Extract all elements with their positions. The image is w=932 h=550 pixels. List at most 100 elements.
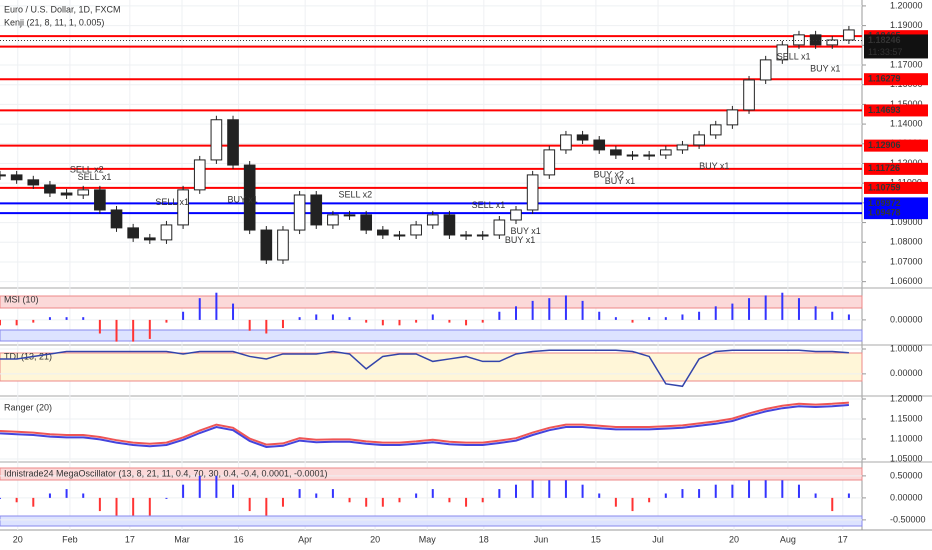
- histogram-bar: [298, 317, 301, 320]
- histogram-bar: [498, 489, 501, 498]
- candle: [193, 159, 206, 191]
- histogram-bar: [415, 319, 418, 323]
- candle: [44, 184, 56, 194]
- candle: [377, 229, 389, 236]
- histogram-bar: [248, 319, 251, 331]
- level-price-label: 1.09972: [868, 198, 901, 208]
- signal-label: BUY x1: [605, 176, 635, 186]
- histogram-bar: [215, 475, 218, 498]
- y-tick-label: 1.00000: [890, 343, 923, 353]
- x-tick-label: Mar: [174, 534, 190, 544]
- histogram-bar: [415, 493, 418, 498]
- level-price-box: [864, 104, 928, 117]
- x-tick-label: Apr: [298, 534, 312, 544]
- y-tick-label: 1.12000: [890, 158, 923, 168]
- x-tick-label: Jul: [652, 534, 664, 544]
- histogram-bar: [331, 314, 334, 320]
- histogram-bar: [431, 314, 434, 320]
- histogram-bar: [814, 306, 817, 320]
- histogram-bar: [215, 292, 218, 320]
- candle: [543, 149, 556, 176]
- signal-label: SELL x1: [777, 51, 811, 61]
- histogram-bar: [748, 298, 751, 320]
- x-tick-label: 20: [729, 534, 739, 544]
- indicator-line: [0, 349, 849, 388]
- histogram-bar: [381, 497, 384, 507]
- candle: [809, 34, 822, 46]
- candle: [443, 214, 456, 236]
- histogram-bar: [365, 319, 368, 323]
- x-tick-label: 15: [591, 534, 601, 544]
- histogram-bar: [115, 497, 118, 516]
- histogram-bar: [781, 292, 784, 320]
- signal-label: SELL x1: [155, 197, 189, 207]
- y-tick-label: 1.19000: [890, 20, 923, 30]
- histogram-bar: [32, 319, 35, 323]
- histogram-bar: [82, 317, 85, 320]
- candle: [327, 214, 339, 226]
- pane-title: Ranger (20): [4, 402, 52, 412]
- histogram-bar: [315, 493, 318, 498]
- candle: [526, 174, 539, 211]
- candle: [510, 209, 522, 221]
- y-tick-label: 1.20000: [890, 0, 923, 10]
- level-price-label: 1.12906: [868, 140, 901, 150]
- histogram-bar: [32, 497, 35, 507]
- level-price-label: 1.14693: [868, 105, 901, 115]
- histogram-bar: [614, 497, 617, 507]
- x-tick-label: Jun: [534, 534, 549, 544]
- level-price-box: [864, 162, 928, 175]
- histogram-bar: [515, 484, 517, 498]
- x-tick-label: 17: [838, 534, 848, 544]
- histogram-bar: [714, 484, 717, 498]
- histogram-bar: [631, 497, 634, 512]
- candle: [77, 189, 90, 196]
- candle: [0, 174, 6, 177]
- histogram-bar: [598, 493, 601, 498]
- histogram-bar: [0, 497, 1, 499]
- level-price-label: 1.11726: [868, 163, 900, 173]
- histogram-bar: [265, 319, 268, 334]
- y-tick-label: 0.00000: [890, 492, 923, 502]
- histogram-bar: [614, 317, 617, 320]
- histogram-bar: [581, 484, 584, 498]
- pane-title: Idnistrade24 MegaOscillator (13, 8, 21, …: [4, 468, 328, 478]
- histogram-bar: [398, 319, 401, 326]
- last-price-label: 1.18246: [868, 35, 901, 45]
- histogram-bar: [431, 489, 434, 498]
- y-tick-label: 0.50000: [890, 470, 923, 480]
- histogram-bar: [198, 298, 201, 320]
- candle: [243, 164, 256, 231]
- histogram-bar: [348, 317, 351, 320]
- y-tick-label: -0.50000: [890, 514, 926, 524]
- histogram-bar: [98, 497, 101, 512]
- candle: [293, 194, 306, 231]
- pane-subtitle: Kenji (21, 8, 11, 1, 0.005): [4, 17, 104, 27]
- candle: [759, 59, 772, 81]
- candle: [626, 154, 639, 157]
- histogram-bar: [731, 484, 734, 498]
- histogram-bar: [148, 497, 151, 516]
- histogram-bar: [847, 314, 850, 320]
- histogram-bar: [731, 303, 734, 320]
- histogram-bar: [764, 295, 767, 320]
- histogram-bar: [847, 493, 850, 498]
- histogram-bar: [232, 484, 235, 498]
- candle: [10, 174, 23, 181]
- histogram-bar: [165, 497, 168, 499]
- histogram-bar: [531, 480, 534, 498]
- x-tick-label: Aug: [780, 534, 796, 544]
- level-price-label: 1.09478: [868, 208, 901, 218]
- y-tick-label: 1.15000: [890, 99, 923, 109]
- histogram-bar: [714, 306, 717, 320]
- candle: [676, 144, 689, 151]
- candle: [426, 214, 439, 226]
- histogram-bar: [132, 497, 135, 516]
- histogram-bar: [548, 480, 551, 498]
- histogram-bar: [564, 480, 567, 498]
- x-tick-label: 16: [234, 534, 244, 544]
- histogram-bar: [698, 489, 701, 498]
- candle: [360, 214, 373, 231]
- lower-band: [0, 515, 863, 527]
- histogram-bar: [315, 314, 318, 320]
